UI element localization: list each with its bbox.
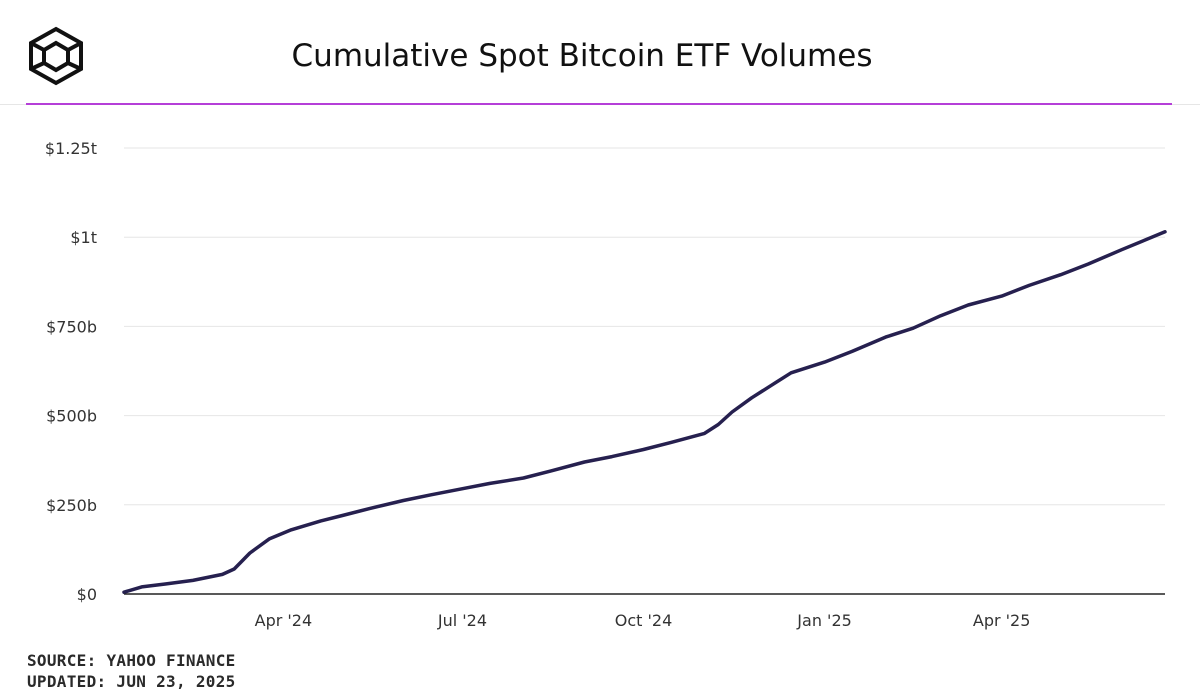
header-divider-left bbox=[0, 104, 26, 105]
x-tick-label: Jan '25 bbox=[796, 611, 852, 630]
y-tick-label: $0 bbox=[77, 585, 97, 604]
header-accent-divider bbox=[26, 103, 1172, 105]
y-tick-label: $1t bbox=[70, 228, 97, 247]
chart-title: Cumulative Spot Bitcoin ETF Volumes bbox=[291, 38, 873, 74]
series-line bbox=[122, 230, 1167, 594]
y-tick-label: $1.25t bbox=[45, 139, 97, 158]
logo-cube-icon bbox=[29, 26, 83, 86]
x-tick-label: Jul '24 bbox=[437, 611, 487, 630]
x-tick-label: Apr '24 bbox=[255, 611, 313, 630]
y-tick-label: $500b bbox=[46, 407, 97, 426]
x-tick-label: Oct '24 bbox=[615, 611, 673, 630]
source-label: SOURCE: YAHOO FINANCE bbox=[27, 651, 236, 670]
updated-label: UPDATED: JUN 23, 2025 bbox=[27, 672, 236, 691]
y-tick-label: $750b bbox=[46, 317, 97, 336]
chart-footer: SOURCE: YAHOO FINANCE UPDATED: JUN 23, 2… bbox=[27, 650, 236, 692]
y-tick-label: $250b bbox=[46, 496, 97, 515]
line-chart: $0 $250b $500b $750b $1t $1.25t Apr '24 Jul '24… bbox=[45, 139, 1167, 630]
header-divider-right bbox=[1172, 104, 1200, 105]
x-tick-label: Apr '25 bbox=[973, 611, 1031, 630]
